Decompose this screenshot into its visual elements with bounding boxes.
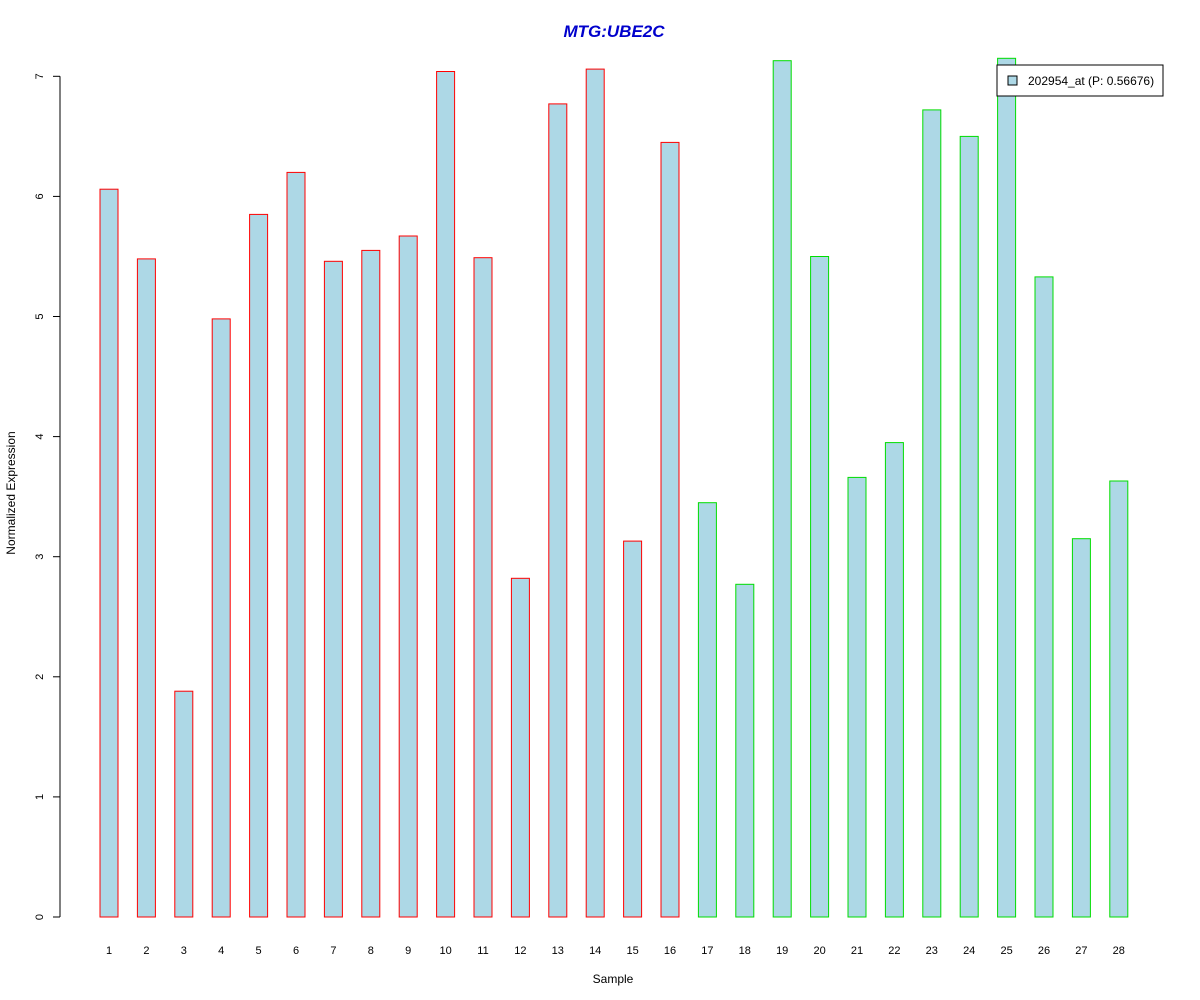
bar xyxy=(772,60,792,918)
chart-title: MTG:UBE2C xyxy=(563,22,665,41)
y-tick-label: 5 xyxy=(34,313,46,319)
bar xyxy=(323,260,343,918)
x-tick-label: 14 xyxy=(589,945,601,957)
y-tick-label: 3 xyxy=(34,554,46,560)
x-axis-label: Sample xyxy=(593,972,634,986)
bar xyxy=(922,109,942,918)
x-tick-label: 25 xyxy=(1000,945,1012,957)
x-tick-label: 10 xyxy=(439,945,451,957)
bar xyxy=(1034,276,1054,918)
x-tick-label: 5 xyxy=(256,945,262,957)
x-tick-label: 17 xyxy=(701,945,713,957)
bar xyxy=(211,318,231,918)
bar xyxy=(1071,538,1091,918)
x-tick-label: 7 xyxy=(330,945,336,957)
x-tick-label: 22 xyxy=(888,945,900,957)
x-tick-label: 11 xyxy=(477,945,488,957)
x-tick-label: 13 xyxy=(552,945,564,957)
bar xyxy=(735,583,755,918)
bar xyxy=(174,690,194,918)
y-axis: 0 1 2 3 4 5 6 7 xyxy=(34,73,61,920)
bar xyxy=(585,68,605,918)
bar xyxy=(959,135,979,918)
y-axis-label: Normalized Expression xyxy=(4,431,18,554)
x-tick-label: 19 xyxy=(776,945,788,957)
y-tick-label: 4 xyxy=(34,434,46,440)
x-tick-label: 16 xyxy=(664,945,676,957)
bar xyxy=(436,71,456,918)
bar xyxy=(548,103,568,918)
bar xyxy=(884,442,904,918)
y-tick-label: 7 xyxy=(34,73,46,79)
y-tick-label: 2 xyxy=(34,674,46,680)
y-tick-label: 1 xyxy=(34,794,46,800)
x-tick-label: 2 xyxy=(143,945,149,957)
x-tick-label: 12 xyxy=(514,945,526,957)
bar xyxy=(697,502,717,918)
bar xyxy=(473,257,493,918)
y-tick-label: 0 xyxy=(34,914,46,920)
y-tick-label: 6 xyxy=(34,193,46,199)
x-tick-label: 26 xyxy=(1038,945,1050,957)
bar xyxy=(286,171,306,918)
x-tick-label: 20 xyxy=(813,945,825,957)
bar xyxy=(398,235,418,918)
bar xyxy=(99,188,119,918)
bar xyxy=(361,249,381,918)
bar xyxy=(136,258,156,918)
x-tick-label: 4 xyxy=(218,945,224,957)
bar xyxy=(997,57,1017,918)
legend: 202954_at (P: 0.56676) xyxy=(996,64,1164,97)
bar xyxy=(810,256,830,918)
x-tick-label: 6 xyxy=(293,945,299,957)
x-tick-labels: 1 2 3 4 5 6 7 8 9 10 11 12 13 14 15 16 17 18 19 20 21 22 23 24 2… xyxy=(106,945,1125,957)
x-tick-label: 3 xyxy=(181,945,187,957)
x-tick-label: 24 xyxy=(963,945,975,957)
bar xyxy=(847,476,867,918)
legend-swatch xyxy=(1007,75,1018,86)
bar xyxy=(249,213,269,918)
bar xyxy=(1109,480,1129,918)
x-tick-label: 9 xyxy=(405,945,411,957)
x-tick-label: 27 xyxy=(1075,945,1087,957)
bars xyxy=(99,57,1129,918)
x-tick-label: 23 xyxy=(926,945,938,957)
bar xyxy=(660,141,680,918)
x-tick-label: 21 xyxy=(851,945,863,957)
bar xyxy=(510,577,530,918)
legend-box xyxy=(996,64,1164,97)
x-tick-label: 1 xyxy=(106,945,112,957)
bar xyxy=(623,540,643,918)
x-tick-label: 18 xyxy=(739,945,751,957)
x-tick-label: 15 xyxy=(626,945,638,957)
legend-label: 202954_at (P: 0.56676) xyxy=(1028,74,1154,88)
x-tick-label: 8 xyxy=(368,945,374,957)
x-tick-label: 28 xyxy=(1113,945,1125,957)
